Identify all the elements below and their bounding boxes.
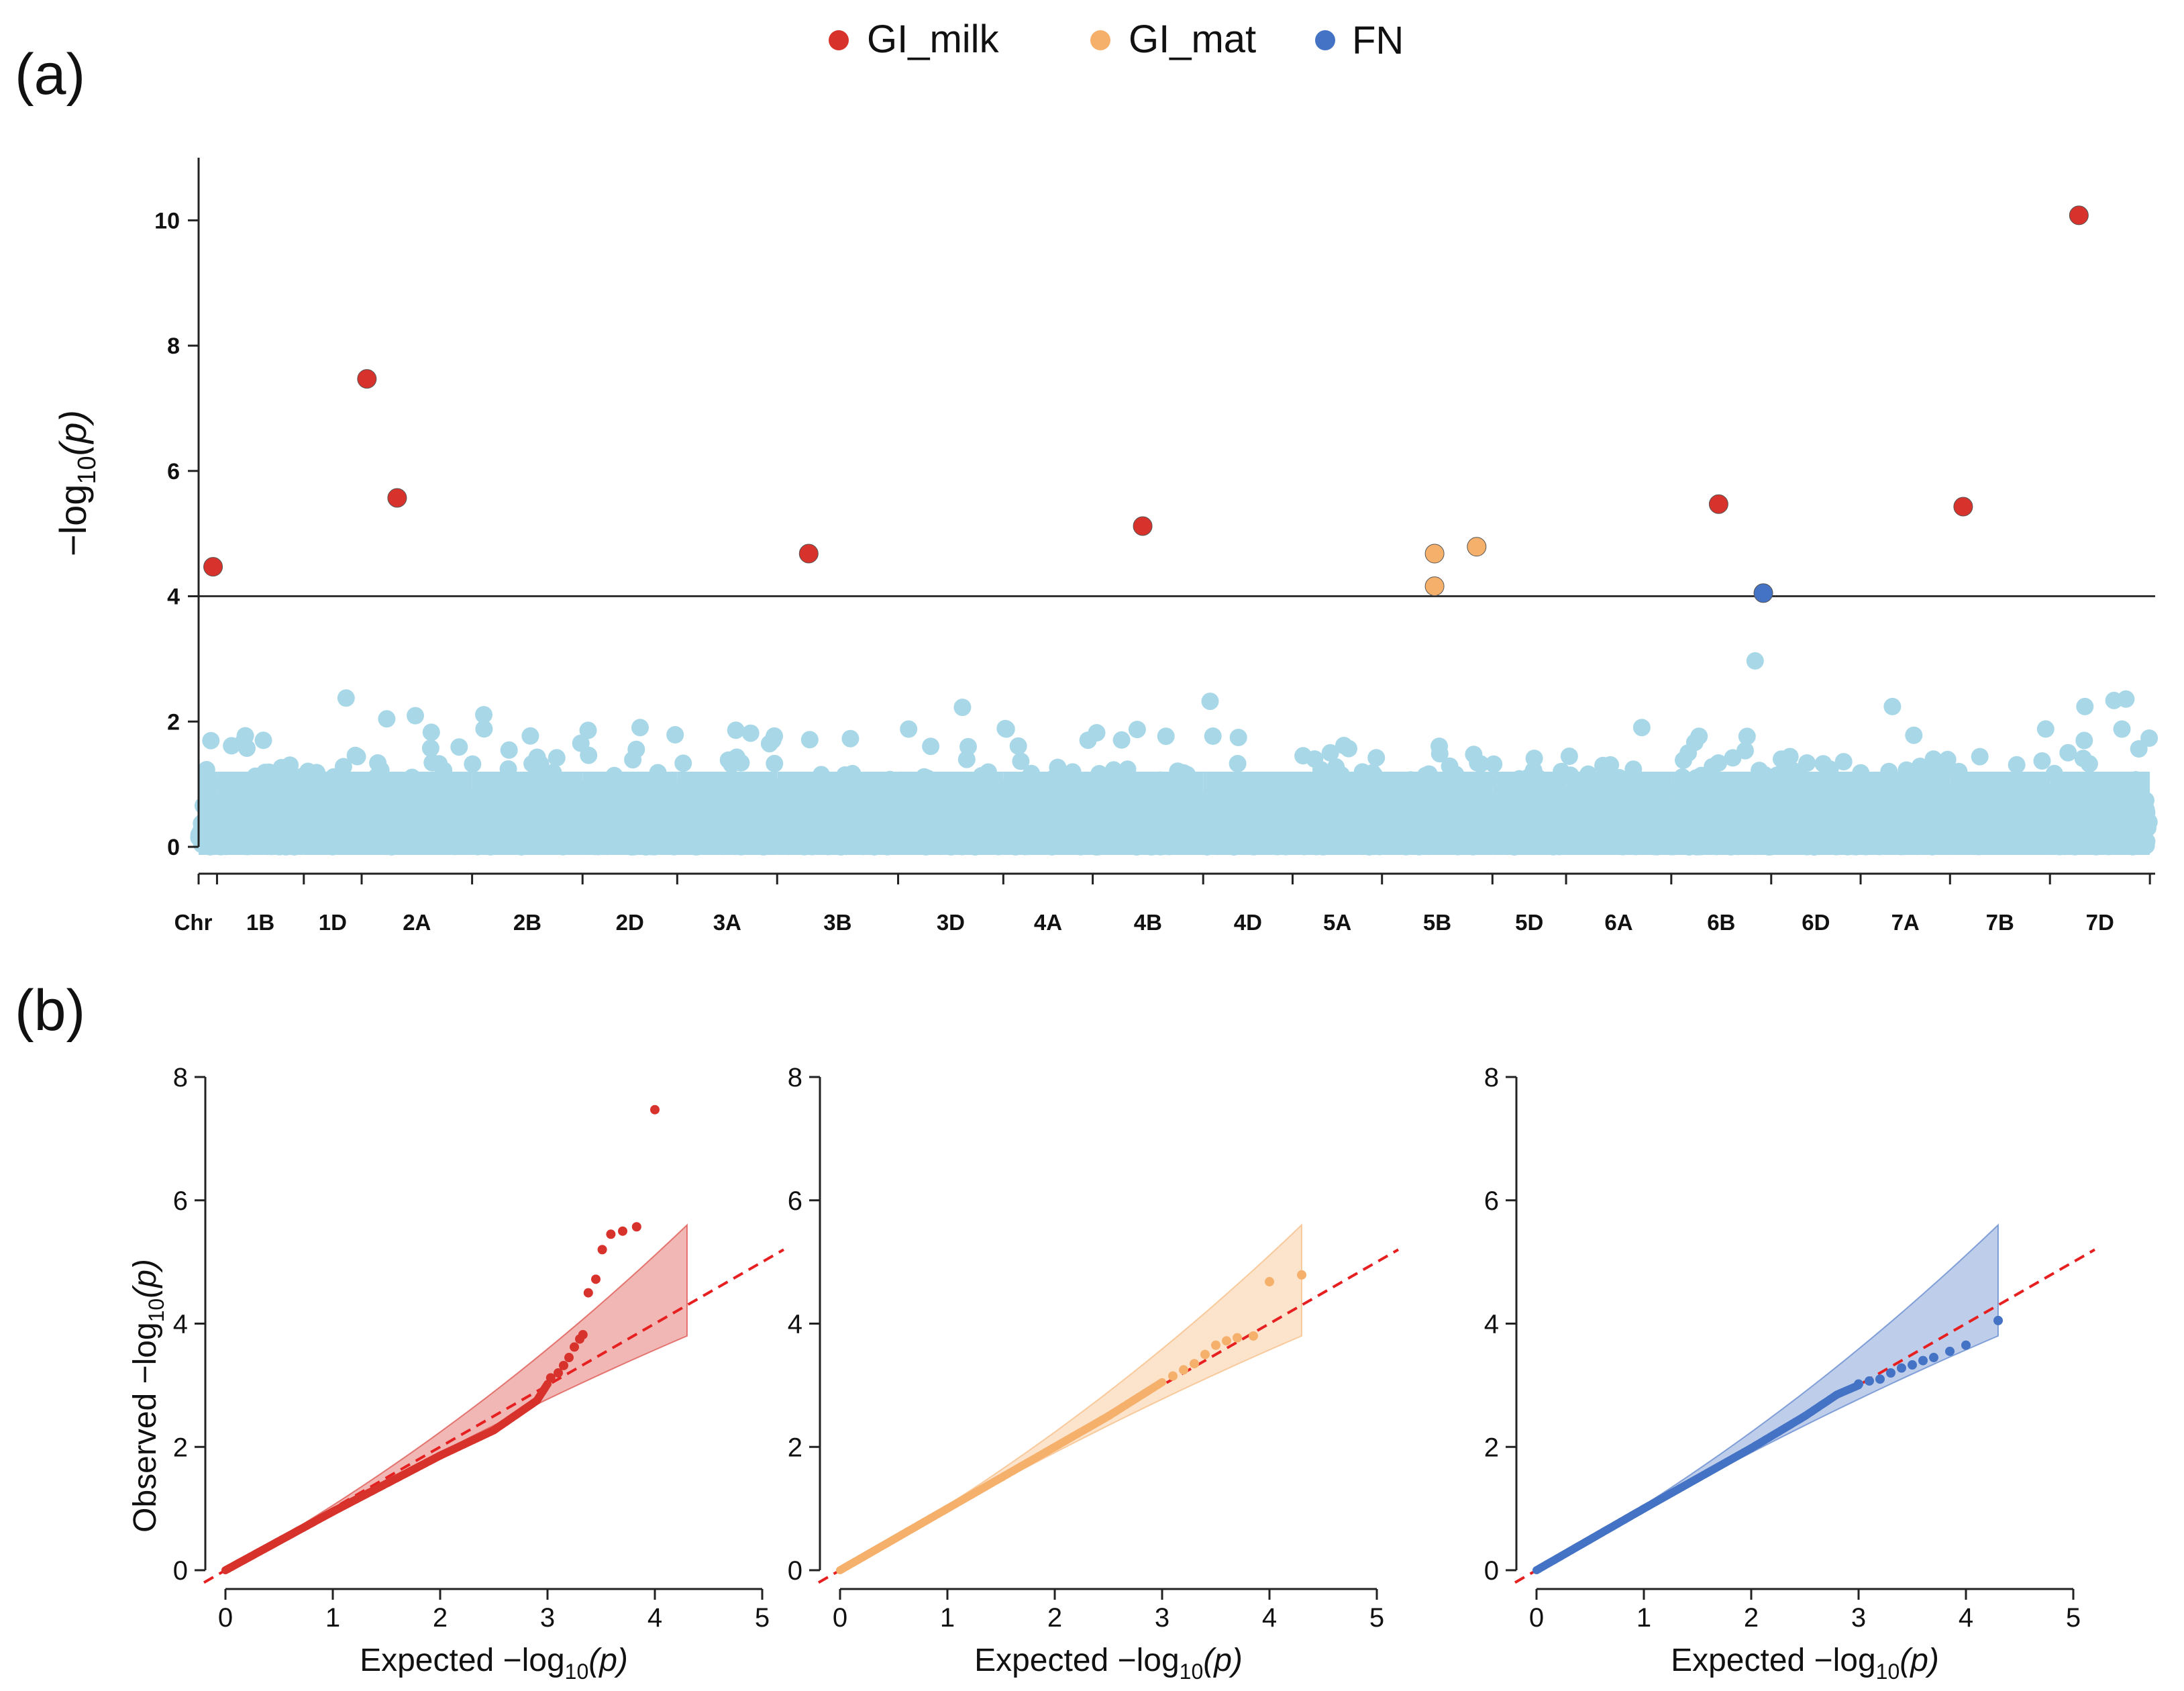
background-band xyxy=(677,772,778,855)
background-point xyxy=(1685,733,1704,752)
background-band xyxy=(582,772,678,855)
background-point xyxy=(1883,697,1902,715)
background-point xyxy=(800,731,819,749)
background-band xyxy=(1382,772,1493,855)
background-point xyxy=(959,737,977,756)
background-point xyxy=(1201,693,1219,711)
panel-b-label: (b) xyxy=(15,978,85,1043)
background-band xyxy=(362,772,472,855)
background-point xyxy=(422,723,440,741)
background-point xyxy=(1009,737,1027,755)
background-point xyxy=(1485,755,1503,773)
background-point xyxy=(996,719,1015,737)
background-band xyxy=(1292,772,1382,855)
background-band xyxy=(217,772,304,855)
background-band xyxy=(1492,772,1566,855)
legend-marker-gi-mat xyxy=(1090,30,1110,50)
background-point xyxy=(579,721,597,739)
background-point xyxy=(346,746,364,764)
background-point xyxy=(1367,749,1386,767)
background-point xyxy=(766,754,784,772)
background-band xyxy=(1950,772,2050,855)
background-point xyxy=(1229,729,1247,746)
background-point xyxy=(760,735,778,753)
background-point xyxy=(337,689,355,707)
background-point xyxy=(1560,748,1578,765)
background-point xyxy=(719,751,737,769)
background-band xyxy=(1203,772,1293,855)
background-band xyxy=(1092,772,1204,855)
background-point xyxy=(202,731,220,750)
background-point xyxy=(421,739,439,757)
background-point xyxy=(369,754,387,772)
background-point xyxy=(236,727,254,745)
background-band xyxy=(1671,772,1771,855)
background-point xyxy=(548,749,566,767)
background-band xyxy=(472,772,583,855)
background-point xyxy=(378,710,396,728)
legend-marker-gi-milk xyxy=(829,30,849,50)
background-band xyxy=(303,772,362,855)
background-band xyxy=(1566,772,1671,855)
background-point xyxy=(1469,754,1487,772)
background-point xyxy=(1335,737,1353,754)
background-point xyxy=(1204,727,1222,745)
background-point xyxy=(334,758,352,776)
background-point xyxy=(1431,745,1449,763)
background-band xyxy=(898,772,1004,855)
legend: GI_milk GI_mat FN xyxy=(829,17,1404,62)
background-band xyxy=(777,772,898,855)
background-point xyxy=(2033,752,2051,770)
background-point xyxy=(1724,749,1742,767)
background-point xyxy=(674,754,692,772)
legend-label-gi-mat: GI_mat xyxy=(1129,17,1256,61)
background-point xyxy=(580,746,598,764)
background-point xyxy=(1675,751,1692,769)
background-point xyxy=(627,740,645,758)
background-point xyxy=(475,706,492,724)
background-point xyxy=(475,720,493,738)
background-point xyxy=(1971,748,1989,766)
background-point xyxy=(1088,724,1106,741)
legend-label-gi-milk: GI_milk xyxy=(867,17,1000,61)
background-point xyxy=(727,721,745,739)
background-point xyxy=(523,755,541,773)
background-point xyxy=(1525,750,1543,768)
background-point xyxy=(464,755,482,773)
background-point xyxy=(741,724,760,742)
background-point xyxy=(223,737,241,755)
background-point xyxy=(666,726,684,744)
background-point xyxy=(1746,652,1764,670)
background-point xyxy=(500,741,518,759)
background-point xyxy=(1294,747,1312,765)
legend-label-fn: FN xyxy=(1352,19,1404,62)
background-point xyxy=(1229,755,1247,772)
background-point xyxy=(631,719,649,737)
background-point xyxy=(922,737,940,756)
background-point xyxy=(407,707,424,725)
background-point xyxy=(1157,727,1175,746)
background-band xyxy=(1003,772,1093,855)
background-point xyxy=(1128,721,1146,739)
background-point xyxy=(450,738,468,756)
background-band xyxy=(1771,772,1861,855)
background-point xyxy=(2008,756,2026,774)
manhattan-background-points xyxy=(190,652,2159,856)
background-point xyxy=(1905,726,1923,744)
legend-marker-fn xyxy=(1315,30,1335,50)
background-point xyxy=(1632,719,1651,737)
background-point xyxy=(2036,720,2055,738)
background-point xyxy=(953,699,972,717)
background-point xyxy=(841,729,860,748)
panel-a-label: (a) xyxy=(15,42,85,107)
background-point xyxy=(1112,731,1131,749)
background-point xyxy=(900,720,918,738)
background-point xyxy=(254,731,272,750)
background-point xyxy=(521,727,539,745)
background-band xyxy=(1861,772,1951,855)
